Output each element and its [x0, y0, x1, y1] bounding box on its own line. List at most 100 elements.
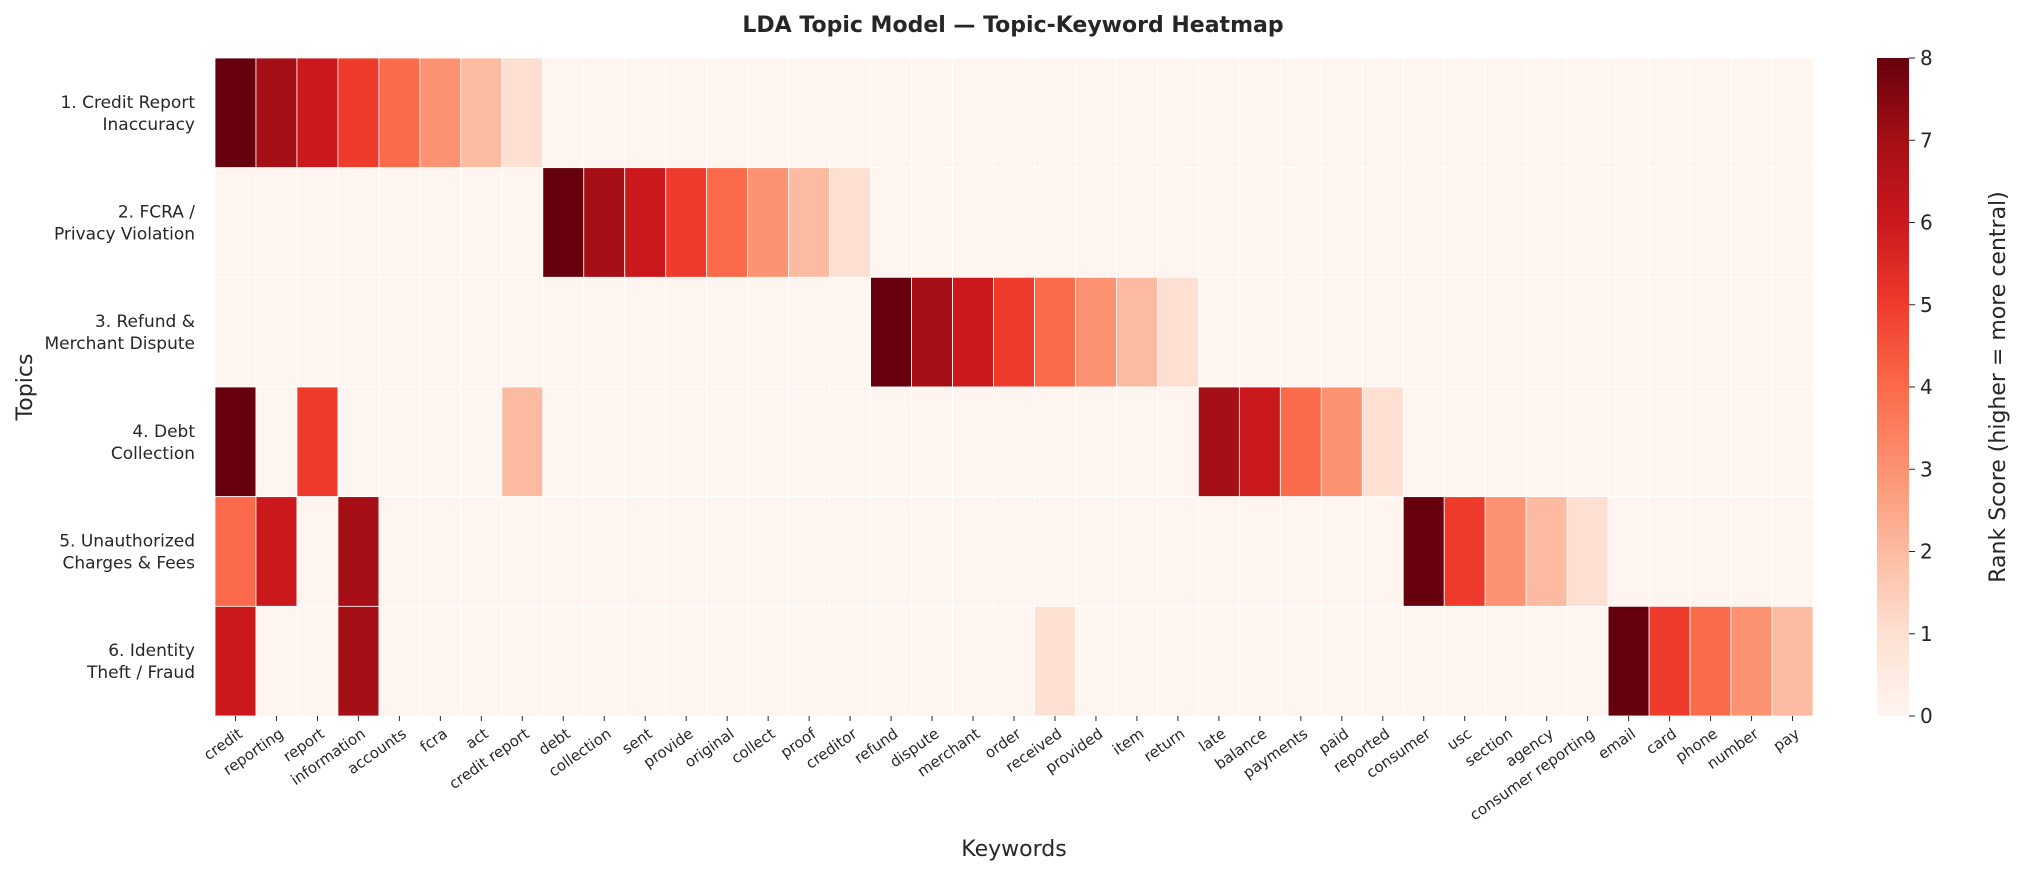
heatmap-cell: [1075, 276, 1117, 388]
heatmap-cell: [296, 167, 339, 278]
heatmap-cell: [911, 276, 953, 388]
heatmap-cell: [501, 276, 544, 388]
heatmap-cell: [829, 57, 871, 169]
heatmap-cell: [1034, 276, 1076, 388]
heatmap-cell: [337, 57, 380, 169]
heatmap-cell: [870, 276, 912, 388]
heatmap-cell: [419, 496, 462, 607]
heatmap-cell: [1116, 167, 1158, 278]
heatmap-cell: [419, 276, 462, 388]
x-tick-labels: creditreportingreportinformationaccounts…: [200, 716, 1803, 824]
heatmap-cell: [1607, 496, 1650, 607]
heatmap-cell: [911, 496, 953, 607]
heatmap-cell: [419, 386, 462, 498]
colorbar: [1877, 58, 1909, 716]
colorbar-tick-label: 5: [1920, 293, 1933, 317]
heatmap-cell: [706, 276, 749, 388]
heatmap-cell: [1075, 57, 1117, 169]
heatmap-cell: [296, 386, 339, 498]
heatmap-cell: [214, 167, 257, 278]
colorbar-tick-label: 6: [1920, 211, 1933, 235]
heatmap-cell: [952, 496, 994, 607]
y-tick-label: 3. Refund & Merchant Dispute: [45, 312, 196, 354]
heatmap-cell: [337, 386, 380, 498]
y-axis-label: Topics: [13, 354, 38, 422]
heatmap-cell: [1689, 167, 1732, 278]
heatmap-cell: [296, 496, 339, 607]
heatmap-cell: [952, 386, 994, 498]
heatmap-cell: [1525, 276, 1568, 388]
heatmap-cell: [1771, 386, 1814, 498]
heatmap-cell: [624, 605, 667, 717]
heatmap-cell: [952, 605, 994, 717]
heatmap-cell: [1402, 167, 1445, 278]
heatmap-cell: [501, 167, 544, 278]
heatmap-cell: [1075, 496, 1117, 607]
heatmap-cell: [1361, 386, 1404, 498]
heatmap-cell: [1238, 496, 1281, 607]
x-tick-label: pay: [1770, 724, 1803, 755]
heatmap-cell: [1157, 386, 1199, 498]
heatmap-cell: [1361, 605, 1404, 717]
heatmap-cell: [1361, 276, 1404, 388]
heatmap-cell: [1279, 605, 1322, 717]
heatmap-cell: [1075, 386, 1117, 498]
heatmap-cell: [1238, 57, 1281, 169]
heatmap-cell: [1648, 496, 1691, 607]
heatmap-cell: [870, 386, 912, 498]
heatmap-cell: [1443, 57, 1486, 169]
heatmap-cell: [665, 386, 708, 498]
heatmap-cell: [1566, 276, 1609, 388]
heatmap-cell: [1034, 167, 1076, 278]
heatmap-cell: [542, 386, 585, 498]
heatmap-cell: [1320, 605, 1363, 717]
heatmap-cell: [829, 605, 871, 717]
heatmap-cell: [1238, 167, 1281, 278]
heatmap-cell: [501, 605, 544, 717]
heatmap-cell: [747, 605, 790, 717]
heatmap-cell: [870, 167, 912, 278]
heatmap-cell: [378, 386, 421, 498]
heatmap-cell: [583, 386, 626, 498]
heatmap-cell: [747, 386, 790, 498]
heatmap-cell: [542, 496, 585, 607]
heatmap-cell: [1197, 496, 1240, 607]
heatmap-cell: [1157, 57, 1199, 169]
heatmap-cell: [665, 276, 708, 388]
heatmap-cell: [1484, 386, 1527, 498]
heatmap-cell: [1034, 496, 1076, 607]
heatmap-cell: [460, 167, 503, 278]
heatmap-cell: [706, 386, 749, 498]
heatmap-cell: [1116, 276, 1158, 388]
heatmap-cell: [952, 57, 994, 169]
heatmap-cell: [1157, 167, 1199, 278]
heatmap-cell: [1607, 167, 1650, 278]
heatmap-cell: [1689, 57, 1732, 169]
heatmap-cell: [1361, 167, 1404, 278]
x-tick-label: credit report: [446, 724, 533, 792]
heatmap-cell: [583, 57, 626, 169]
heatmap-cell: [460, 605, 503, 717]
heatmap-cell: [1771, 57, 1814, 169]
x-tick-label: collect: [728, 724, 779, 767]
heatmap-cell: [1402, 605, 1445, 717]
heatmap-cell: [993, 167, 1035, 278]
heatmap-cell: [1525, 167, 1568, 278]
heatmap-cell: [1320, 276, 1363, 388]
colorbar-tick-label: 0: [1920, 704, 1933, 728]
heatmap-cell: [1116, 496, 1158, 607]
y-tick-label: 6. Identity Theft / Fraud: [86, 641, 195, 683]
heatmap-cell: [1566, 167, 1609, 278]
heatmap-cell: [788, 605, 831, 717]
heatmap-cell: [1525, 605, 1568, 717]
heatmap-cell: [747, 496, 790, 607]
heatmap-cell: [706, 57, 749, 169]
heatmap-cell: [1238, 276, 1281, 388]
heatmap-cell: [993, 57, 1035, 169]
heatmap-cell: [1443, 605, 1486, 717]
heatmap-cell: [1484, 276, 1527, 388]
heatmap-cell: [1607, 605, 1650, 717]
y-tick-labels: 1. Credit Report Inaccuracy 2. FCRA / Priva…: [45, 93, 196, 683]
y-tick-label: 5. Unauthorized Charges & Fees: [59, 532, 195, 574]
